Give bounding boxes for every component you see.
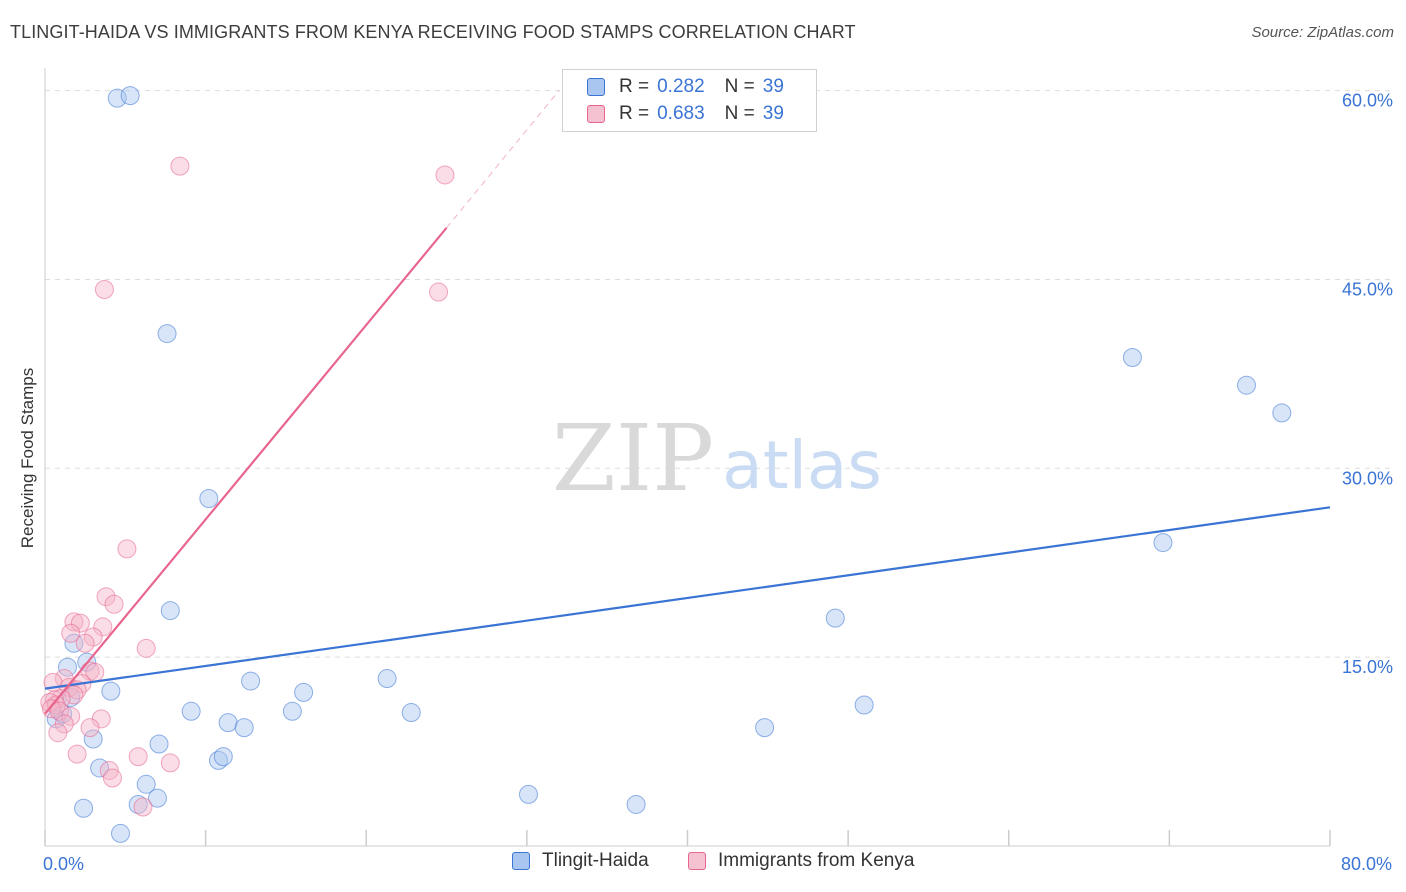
point-kenya [64,685,84,705]
trend-line [44,506,1331,690]
point-kenya [96,587,116,607]
legend-swatch-blue [587,78,605,96]
point-kenya [67,744,87,764]
point-kenya [61,623,81,643]
legend-n-label: N = [724,103,755,124]
point-kenya [75,633,95,653]
point-tlingit-haida [157,324,177,344]
point-kenya [49,701,69,721]
trend-layer [44,90,1331,715]
point-kenya [70,613,90,633]
point-kenya [41,699,61,719]
legend-n-value: 39 [762,76,784,97]
point-kenya [93,617,113,637]
point-tlingit-haida [136,774,156,794]
legend-swatch-pink [587,105,605,123]
point-tlingit-haida [147,788,167,808]
point-tlingit-haida [213,747,233,767]
point-kenya [429,282,449,302]
point-tlingit-haida [1272,403,1292,423]
point-kenya [64,612,84,632]
point-kenya [117,539,137,559]
point-tlingit-haida [101,681,121,701]
legend-row-kenya: R = 0.683 N = 39 [587,102,784,126]
legend-r-value: 0.282 [657,76,705,97]
point-tlingit-haida [160,601,180,621]
correlation-legend: R = 0.282 N = 39 R = 0.683 N = 39 [562,69,817,132]
point-kenya [99,760,119,780]
point-kenya [61,706,81,726]
point-tlingit-haida [110,823,130,843]
point-tlingit-haida [199,489,219,509]
point-kenya [94,280,114,300]
point-kenya [170,156,190,176]
point-kenya [133,797,153,817]
point-tlingit-haida [282,701,302,721]
point-tlingit-haida [755,718,775,738]
legend-n-label: N = [724,76,755,97]
x-tick-label: 80.0% [1341,854,1392,874]
trend-line [44,227,448,715]
point-tlingit-haida [57,657,77,677]
point-tlingit-haida [128,794,148,814]
y-tick-label: 15.0% [1342,657,1393,677]
point-kenya [104,594,124,614]
watermark-zip: ZIP [552,405,714,512]
point-tlingit-haida [377,669,397,689]
watermark-atlas: atlas [722,427,882,504]
point-kenya [160,753,180,773]
point-tlingit-haida [825,608,845,628]
point-tlingit-haida [626,794,646,814]
bottom-legend-label: Tlingit-Haida [542,850,649,871]
point-tlingit-haida [294,682,314,702]
bottom-legend-tlingit: Tlingit-Haida [512,850,649,872]
point-tlingit-haida [149,734,169,754]
point-kenya [83,627,103,647]
bottom-legend-swatch-blue [512,852,530,870]
point-tlingit-haida [854,695,874,715]
legend-row-tlingit: R = 0.282 N = 39 [587,75,784,99]
y-tick-label: 30.0% [1342,468,1393,488]
point-tlingit-haida [401,703,421,723]
point-tlingit-haida [1153,533,1173,553]
point-kenya [48,723,68,743]
legend-r-label: R = [619,103,650,124]
point-tlingit-haida [120,86,140,106]
point-tlingit-haida [1236,375,1256,395]
point-kenya [136,638,156,658]
chart-title: TLINGIT-HAIDA VS IMMIGRANTS FROM KENYA R… [10,22,856,42]
point-tlingit-haida [518,784,538,804]
bottom-legend-kenya: Immigrants from Kenya [688,850,914,872]
legend-n-value: 39 [762,103,784,124]
point-kenya [128,747,148,767]
axis-layer [44,68,1331,847]
x-tick-label: 0.0% [43,854,84,874]
legend-r-label: R = [619,76,650,97]
point-tlingit-haida [234,718,254,738]
point-tlingit-haida [181,701,201,721]
point-kenya [435,165,455,185]
label-layer: 15.0% 30.0% 45.0% 60.0% 0.0% 80.0% [43,91,1393,874]
y-tick-label: 45.0% [1342,279,1393,299]
point-tlingit-haida [64,633,84,653]
point-tlingit-haida [74,798,94,818]
bottom-legend-swatch-pink [688,852,706,870]
y-tick-label: 60.0% [1342,91,1393,111]
point-tlingit-haida [1122,348,1142,368]
legend-r-value: 0.683 [657,103,705,124]
grid-layer [45,90,1392,658]
bottom-legend-label: Immigrants from Kenya [718,850,915,871]
point-kenya [102,768,122,788]
trend-line [446,90,560,229]
source-label: Source: ZipAtlas.com [1251,24,1394,41]
point-tlingit-haida [241,671,261,691]
watermark: ZIP atlas [552,405,882,512]
point-kenya [80,718,100,738]
y-axis-label: Receiving Food Stamps [18,368,37,548]
point-tlingit-haida [218,713,238,733]
point-tlingit-haida [83,729,103,749]
